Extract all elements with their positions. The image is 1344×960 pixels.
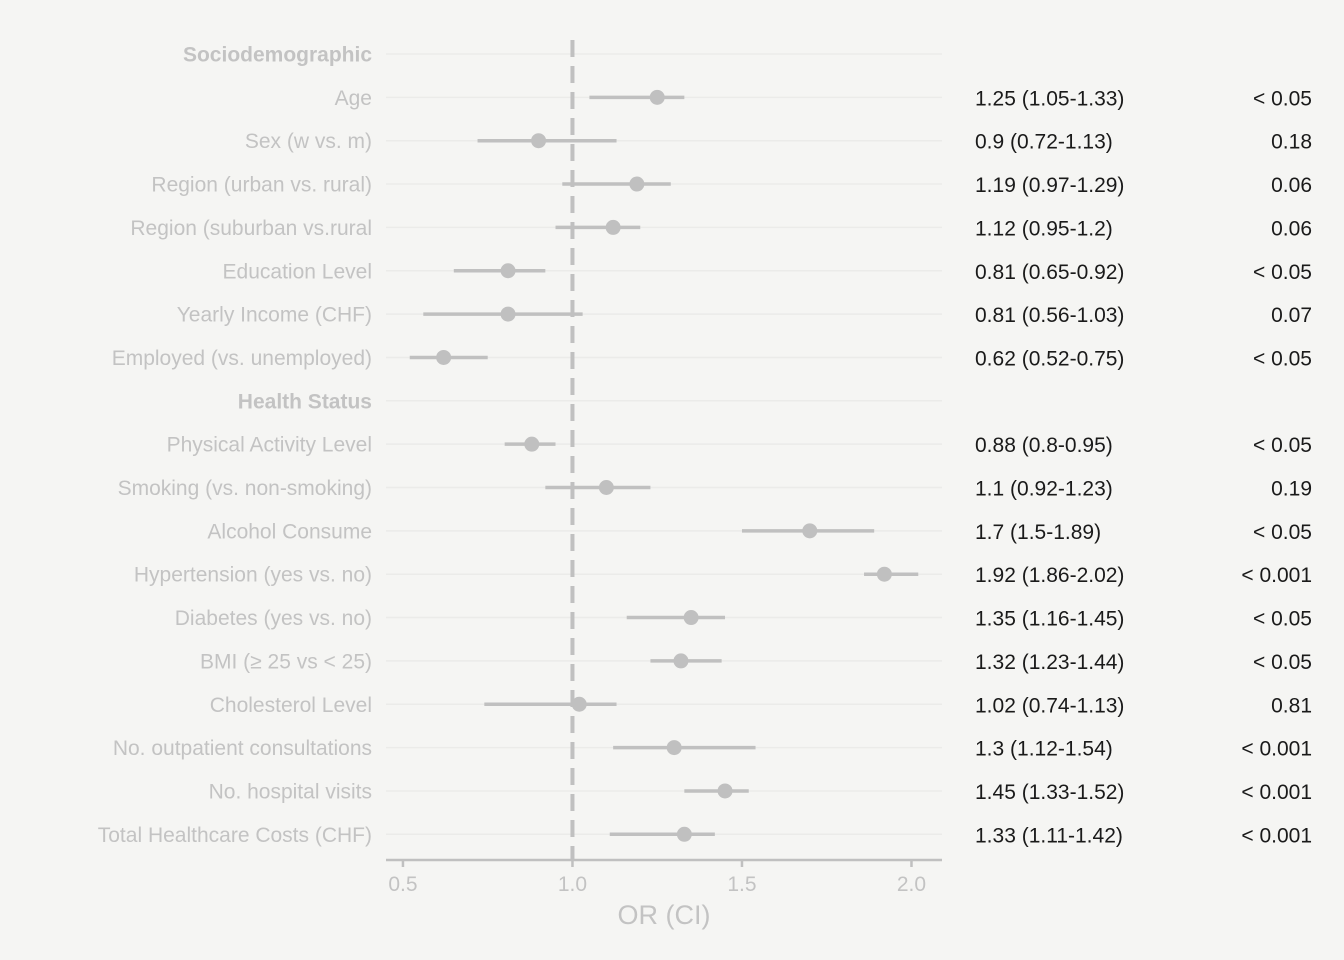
or-point [500,306,516,322]
or-point [524,436,540,452]
p-value-text: 0.06 [1271,217,1312,240]
row-label: No. outpatient consultations [113,737,372,760]
or-point [649,89,665,105]
p-value-text: < 0.05 [1253,261,1312,284]
row-label: Alcohol Consume [207,520,372,543]
or-point [802,523,818,539]
or-ci-text: 1.12 (0.95-1.2) [975,217,1113,240]
or-ci-text: 1.92 (1.86-2.02) [975,564,1124,587]
p-value-text: < 0.001 [1241,824,1312,847]
or-point [605,219,621,235]
row-label: Employed (vs. unemployed) [112,347,372,370]
or-ci-text: 1.7 (1.5-1.89) [975,521,1101,544]
or-point [683,610,699,626]
group-header-label: Health Status [238,390,372,413]
x-tick-label: 0.5 [388,873,417,896]
p-value-text: 0.06 [1271,174,1312,197]
group-header-label: Sociodemographic [183,44,372,67]
p-value-text: < 0.05 [1253,651,1312,674]
p-value-text: < 0.001 [1241,738,1312,761]
or-ci-text: 1.19 (0.97-1.29) [975,174,1124,197]
or-point [629,176,645,192]
row-label: Yearly Income (CHF) [177,304,372,327]
or-ci-text: 1.02 (0.74-1.13) [975,694,1124,717]
or-point [598,480,614,495]
p-value-text: < 0.05 [1253,434,1312,457]
row-labels: Sociodemographic Age Sex (w vs. m) Region (… [98,44,373,847]
or-point [673,653,689,669]
or-ci-text: 1.3 (1.12-1.54) [975,738,1113,761]
p-value-text: < 0.05 [1253,608,1312,631]
or-point [876,566,892,582]
or-ci-text: 0.9 (0.72-1.13) [975,131,1113,154]
row-label: Physical Activity Level [167,434,372,457]
or-ci-text: 0.81 (0.65-0.92) [975,261,1124,284]
p-value-annotations: < 0.05 0.18 0.06 0.06 < 0.05 0.07 < 0.05 < 0.05… [1241,87,1312,847]
or-point [500,263,516,279]
or-point [717,783,733,799]
p-value-text: < 0.001 [1241,564,1312,587]
or-ci-text: 1.32 (1.23-1.44) [975,651,1124,674]
row-label: Region (urban vs. rural) [151,174,372,197]
p-value-text: 0.18 [1271,131,1312,154]
or-ci-text: 0.88 (0.8-0.95) [975,434,1113,457]
or-ci-text: 0.81 (0.56-1.03) [975,304,1124,327]
row-label: Diabetes (yes vs. no) [175,607,372,630]
x-tick-label: 1.5 [727,873,756,896]
x-tick-label: 2.0 [897,873,926,896]
row-label: Sex (w vs. m) [245,130,372,153]
or-point [436,349,452,365]
p-value-text: 0.81 [1271,694,1312,717]
or-ci-text: 1.1 (0.92-1.23) [975,478,1113,501]
or-ci-text: 0.62 (0.52-0.75) [975,347,1124,370]
row-label: No. hospital visits [209,780,372,803]
or-point [676,826,692,842]
row-label: Region (suburban vs.rural [130,217,372,240]
or-point [571,696,587,712]
or-annotations: 1.25 (1.05-1.33) 0.9 (0.72-1.13) 1.19 (0.9… [975,87,1124,847]
p-value-text: < 0.05 [1253,87,1312,110]
p-value-text: 0.07 [1271,304,1312,327]
row-label: Total Healthcare Costs (CHF) [98,824,372,847]
or-ci-text: 1.35 (1.16-1.45) [975,608,1124,631]
or-point [531,133,547,149]
row-label: Cholesterol Level [210,694,372,717]
or-ci-text: 1.33 (1.11-1.42) [975,824,1123,847]
x-axis-ticks: 0.5 1.0 1.5 2.0 [388,860,926,896]
p-value-text: < 0.05 [1253,347,1312,370]
p-value-text: < 0.05 [1253,521,1312,544]
gridlines [386,53,942,836]
row-label: Education Level [223,260,372,283]
or-ci-text: 1.25 (1.05-1.33) [975,87,1124,110]
or-point [666,740,682,756]
row-label: BMI (≥ 25 vs < 25) [200,650,372,673]
row-label: Hypertension (yes vs. no) [134,564,372,587]
confidence-intervals [409,95,919,837]
or-ci-text: 1.45 (1.33-1.52) [975,781,1124,804]
row-label: Age [335,87,372,110]
x-axis-title: OR (CI) [618,900,711,930]
x-tick-label: 1.0 [558,873,587,896]
point-estimates [436,89,892,842]
p-value-text: < 0.001 [1241,781,1312,804]
p-value-text: 0.19 [1271,478,1312,501]
row-label: Smoking (vs. non-smoking) [118,477,372,500]
